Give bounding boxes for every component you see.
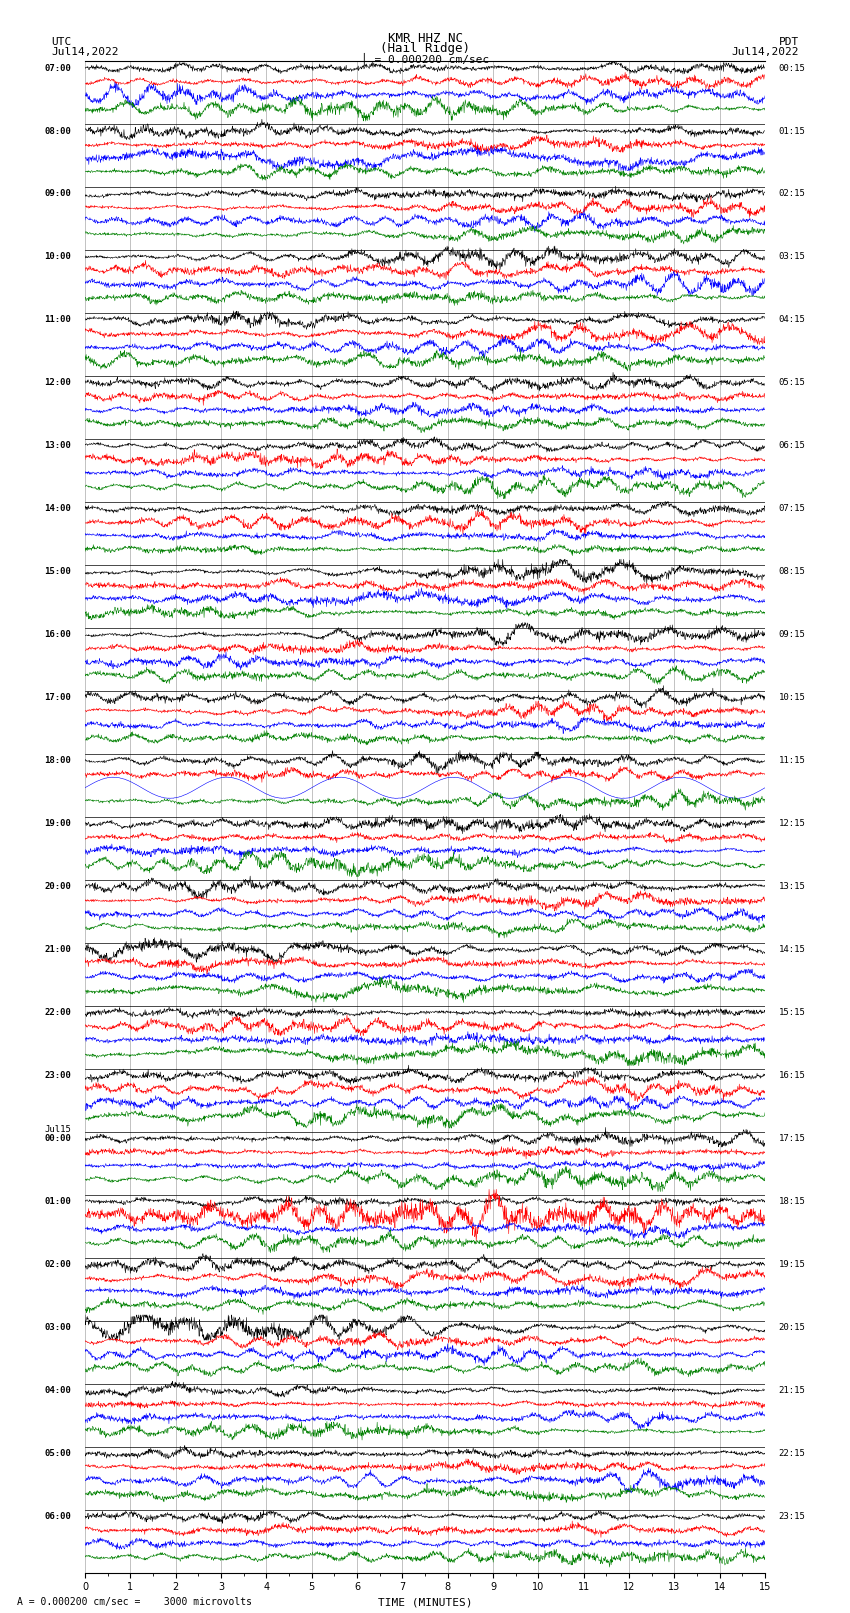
Text: 22:15: 22:15 — [779, 1448, 806, 1458]
Text: 22:00: 22:00 — [44, 1008, 71, 1018]
Text: 19:00: 19:00 — [44, 819, 71, 827]
Text: 05:15: 05:15 — [779, 379, 806, 387]
Text: KMR HHZ NC: KMR HHZ NC — [388, 32, 462, 45]
Text: 10:15: 10:15 — [779, 694, 806, 702]
Text: 03:15: 03:15 — [779, 253, 806, 261]
Text: 20:00: 20:00 — [44, 882, 71, 892]
Text: PDT: PDT — [779, 37, 799, 47]
Text: │ = 0.000200 cm/sec: │ = 0.000200 cm/sec — [361, 53, 489, 66]
Text: 16:15: 16:15 — [779, 1071, 806, 1081]
Text: 17:15: 17:15 — [779, 1134, 806, 1144]
Text: 23:15: 23:15 — [779, 1511, 806, 1521]
Text: 01:00: 01:00 — [44, 1197, 71, 1207]
Text: UTC: UTC — [51, 37, 71, 47]
Text: 02:00: 02:00 — [44, 1260, 71, 1269]
Text: 06:15: 06:15 — [779, 442, 806, 450]
Text: 10:00: 10:00 — [44, 253, 71, 261]
Text: 01:15: 01:15 — [779, 126, 806, 135]
Text: 21:00: 21:00 — [44, 945, 71, 955]
Text: A = 0.000200 cm/sec =    3000 microvolts: A = 0.000200 cm/sec = 3000 microvolts — [17, 1597, 252, 1607]
Text: 13:00: 13:00 — [44, 442, 71, 450]
Text: 00:00: 00:00 — [44, 1134, 71, 1144]
Text: 21:15: 21:15 — [779, 1386, 806, 1395]
Text: 13:15: 13:15 — [779, 882, 806, 892]
Text: 14:15: 14:15 — [779, 945, 806, 955]
Text: 06:00: 06:00 — [44, 1511, 71, 1521]
Text: 09:00: 09:00 — [44, 189, 71, 198]
Text: 11:00: 11:00 — [44, 316, 71, 324]
Text: 18:15: 18:15 — [779, 1197, 806, 1207]
Text: 04:15: 04:15 — [779, 316, 806, 324]
Text: Jul14,2022: Jul14,2022 — [732, 47, 799, 56]
Text: 07:15: 07:15 — [779, 505, 806, 513]
Text: 15:15: 15:15 — [779, 1008, 806, 1018]
Text: 00:15: 00:15 — [779, 63, 806, 73]
Text: (Hail Ridge): (Hail Ridge) — [380, 42, 470, 55]
Text: 14:00: 14:00 — [44, 505, 71, 513]
Text: 07:00: 07:00 — [44, 63, 71, 73]
Text: 17:00: 17:00 — [44, 694, 71, 702]
Text: 11:15: 11:15 — [779, 756, 806, 765]
X-axis label: TIME (MINUTES): TIME (MINUTES) — [377, 1598, 473, 1608]
Text: 19:15: 19:15 — [779, 1260, 806, 1269]
Text: 15:00: 15:00 — [44, 568, 71, 576]
Text: 23:00: 23:00 — [44, 1071, 71, 1081]
Text: 09:15: 09:15 — [779, 631, 806, 639]
Text: 05:00: 05:00 — [44, 1448, 71, 1458]
Text: 18:00: 18:00 — [44, 756, 71, 765]
Text: Jul15: Jul15 — [44, 1124, 71, 1134]
Text: Jul14,2022: Jul14,2022 — [51, 47, 118, 56]
Text: 12:15: 12:15 — [779, 819, 806, 827]
Text: 04:00: 04:00 — [44, 1386, 71, 1395]
Text: 12:00: 12:00 — [44, 379, 71, 387]
Text: 20:15: 20:15 — [779, 1323, 806, 1332]
Text: 08:15: 08:15 — [779, 568, 806, 576]
Text: 08:00: 08:00 — [44, 126, 71, 135]
Text: 02:15: 02:15 — [779, 189, 806, 198]
Text: 03:00: 03:00 — [44, 1323, 71, 1332]
Text: 16:00: 16:00 — [44, 631, 71, 639]
